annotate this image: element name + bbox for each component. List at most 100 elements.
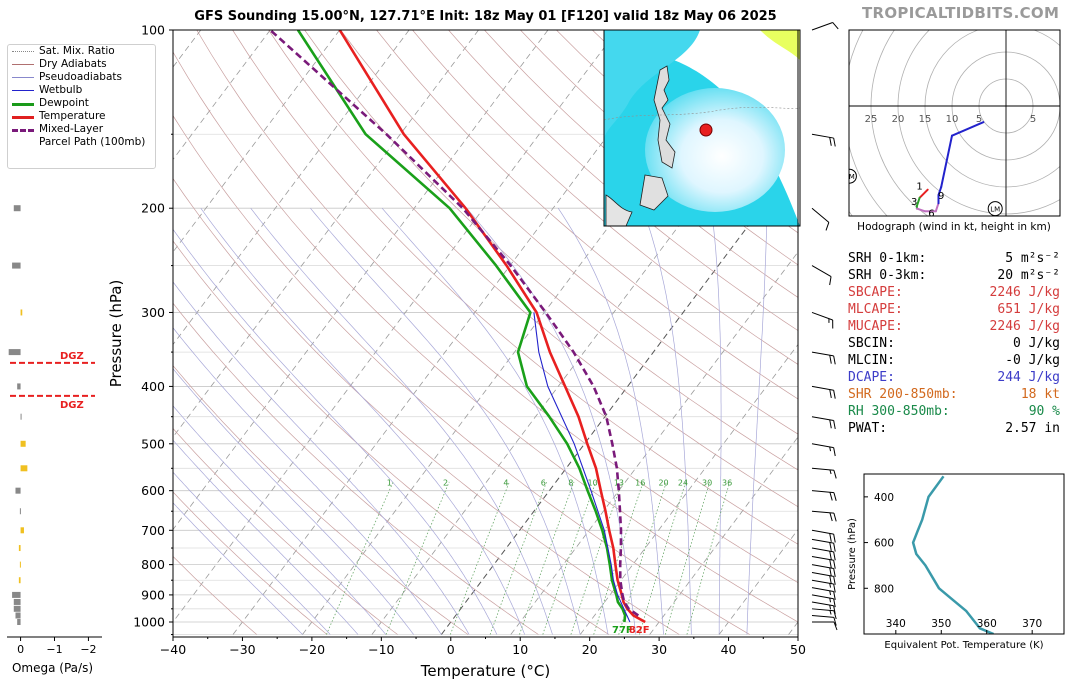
cloud-top xyxy=(760,30,800,60)
index-row: DCAPE: 244 J/kg xyxy=(848,369,1060,386)
theta-e-y-tick-label: 800 xyxy=(874,583,894,595)
omega-bar xyxy=(20,465,28,472)
hodograph-segment xyxy=(918,188,929,199)
hodograph-segment xyxy=(951,121,985,137)
barb-shaft xyxy=(811,207,830,223)
legend-swatch xyxy=(12,58,34,71)
mixing-ratio-label: 6 xyxy=(541,479,546,488)
y-tick-label: 300 xyxy=(141,305,165,320)
wind-barb xyxy=(811,510,837,522)
isotherm xyxy=(302,30,757,635)
legend-label: Dewpoint xyxy=(39,97,89,109)
isotherm xyxy=(371,66,798,635)
index-value: -0 J/kg xyxy=(1005,353,1060,368)
mixing-ratio-label: 13 xyxy=(614,479,624,488)
chart-title: GFS Sounding 15.00°N, 127.71°E Init: 18z… xyxy=(194,9,777,24)
x-tick-label: 50 xyxy=(790,642,806,657)
wind-barb xyxy=(811,490,837,501)
x-tick-label: 40 xyxy=(721,642,737,657)
legend-label: Sat. Mix. Ratio xyxy=(39,45,115,57)
theta-e-trace xyxy=(911,475,994,634)
index-row: MLCAPE: 651 J/kg xyxy=(848,301,1060,318)
theta-e-x-axis-label: Equivalent Pot. Temperature (K) xyxy=(884,640,1043,651)
omega-bar xyxy=(15,612,21,619)
hodograph-height-label: 9 xyxy=(938,191,944,202)
barb-flag xyxy=(833,576,836,585)
barb-flag xyxy=(833,355,836,365)
theta-e-panel: 340 350 360 370 400 600 800 Equivalent Pot. Tem… xyxy=(847,473,1065,651)
barb-shaft xyxy=(811,311,833,321)
omega-bar xyxy=(17,619,21,625)
omega-tick-label: −1 xyxy=(46,643,62,656)
isotherm xyxy=(440,158,798,635)
hodograph-panel: 25 20 15 10 5 5 1 369 RM LM Hodograph (wind in kt,… xyxy=(848,29,1061,233)
omega-bar xyxy=(12,591,21,598)
omega-axis-label: Omega (Pa/s) xyxy=(12,661,93,675)
barb-flag xyxy=(829,492,833,501)
legend-swatch xyxy=(12,123,34,136)
omega-bar xyxy=(13,598,21,605)
hodograph-content: 25 20 15 10 5 5 1 369 RM LM xyxy=(849,30,1060,219)
barb-flag xyxy=(829,355,832,364)
hodograph-ring-label: 25 xyxy=(865,114,878,125)
moist-adiabat xyxy=(173,368,414,635)
moist-adiabat xyxy=(310,207,581,635)
sounding-indices: SRH 0-1km: 5 m²s⁻² SRH 0-3km: 20 m²s⁻² SBCAP… xyxy=(848,250,1060,437)
wind-barb xyxy=(811,351,836,365)
wind-barbs xyxy=(811,22,839,631)
wind-barb xyxy=(811,265,832,286)
index-value: 2246 J/kg xyxy=(989,285,1060,300)
wind-barb xyxy=(811,22,839,31)
dry-adiabat xyxy=(448,30,798,332)
trace-dewpoint xyxy=(296,30,627,623)
dry-adiabat xyxy=(173,177,680,635)
barb-flag xyxy=(825,222,830,231)
dry-adiabat xyxy=(304,30,798,471)
isotherm xyxy=(649,436,798,635)
barb-flag xyxy=(829,419,832,429)
barb-flag xyxy=(833,551,836,561)
dgz-label-bottom: DGZ xyxy=(60,400,84,411)
moist-adiabat xyxy=(746,208,768,635)
hodograph-segment xyxy=(934,202,940,213)
dry-adiabat xyxy=(412,30,798,365)
mixing-ratio-line xyxy=(593,481,644,635)
barb-half-flag xyxy=(829,590,832,596)
x-tick-label: 0 xyxy=(447,642,455,657)
dry-adiabat xyxy=(340,30,798,435)
hodograph-caption: Hodograph (wind in kt, height in km) xyxy=(857,221,1051,233)
mixing-ratio-label: 2 xyxy=(443,479,448,488)
mixing-ratio-line xyxy=(686,481,731,635)
omega-bar xyxy=(20,527,24,534)
barb-flag xyxy=(829,559,832,569)
dry-adiabat xyxy=(173,491,328,635)
index-value: 0 J/kg xyxy=(1013,336,1060,351)
barb-shaft xyxy=(811,385,834,391)
index-label: MLCAPE: xyxy=(848,302,903,317)
barb-shaft xyxy=(811,133,834,139)
barb-flag xyxy=(829,551,832,560)
y-tick-label: 100 xyxy=(141,23,165,38)
barb-flag xyxy=(833,534,836,543)
mixing-ratio-label: 20 xyxy=(658,479,668,488)
hodograph-ring-label: 5 xyxy=(976,114,982,125)
mixing-ratio-label: 10 xyxy=(588,479,598,488)
barb-flag xyxy=(833,605,836,615)
hodograph-segment xyxy=(915,196,921,207)
wind-barb xyxy=(811,594,836,608)
wind-barb xyxy=(811,564,836,577)
landmass xyxy=(605,194,633,226)
barb-half-flag xyxy=(829,604,832,610)
index-row: SHR 200-850mb: 18 kt xyxy=(848,386,1060,403)
barb-half-flag xyxy=(829,583,832,588)
index-row: SBCIN: 0 J/kg xyxy=(848,335,1060,352)
moist-adiabat xyxy=(557,208,664,635)
mixing-ratio-line xyxy=(449,481,510,635)
moist-adiabat xyxy=(173,502,303,635)
dry-adiabat xyxy=(173,115,750,635)
hodograph-height-label: 6 xyxy=(928,208,934,219)
index-value: 18 kt xyxy=(1020,387,1060,402)
omega-bar xyxy=(18,577,21,584)
index-label: MLCIN: xyxy=(848,353,895,368)
storm-motion-label: LM xyxy=(990,206,1000,214)
